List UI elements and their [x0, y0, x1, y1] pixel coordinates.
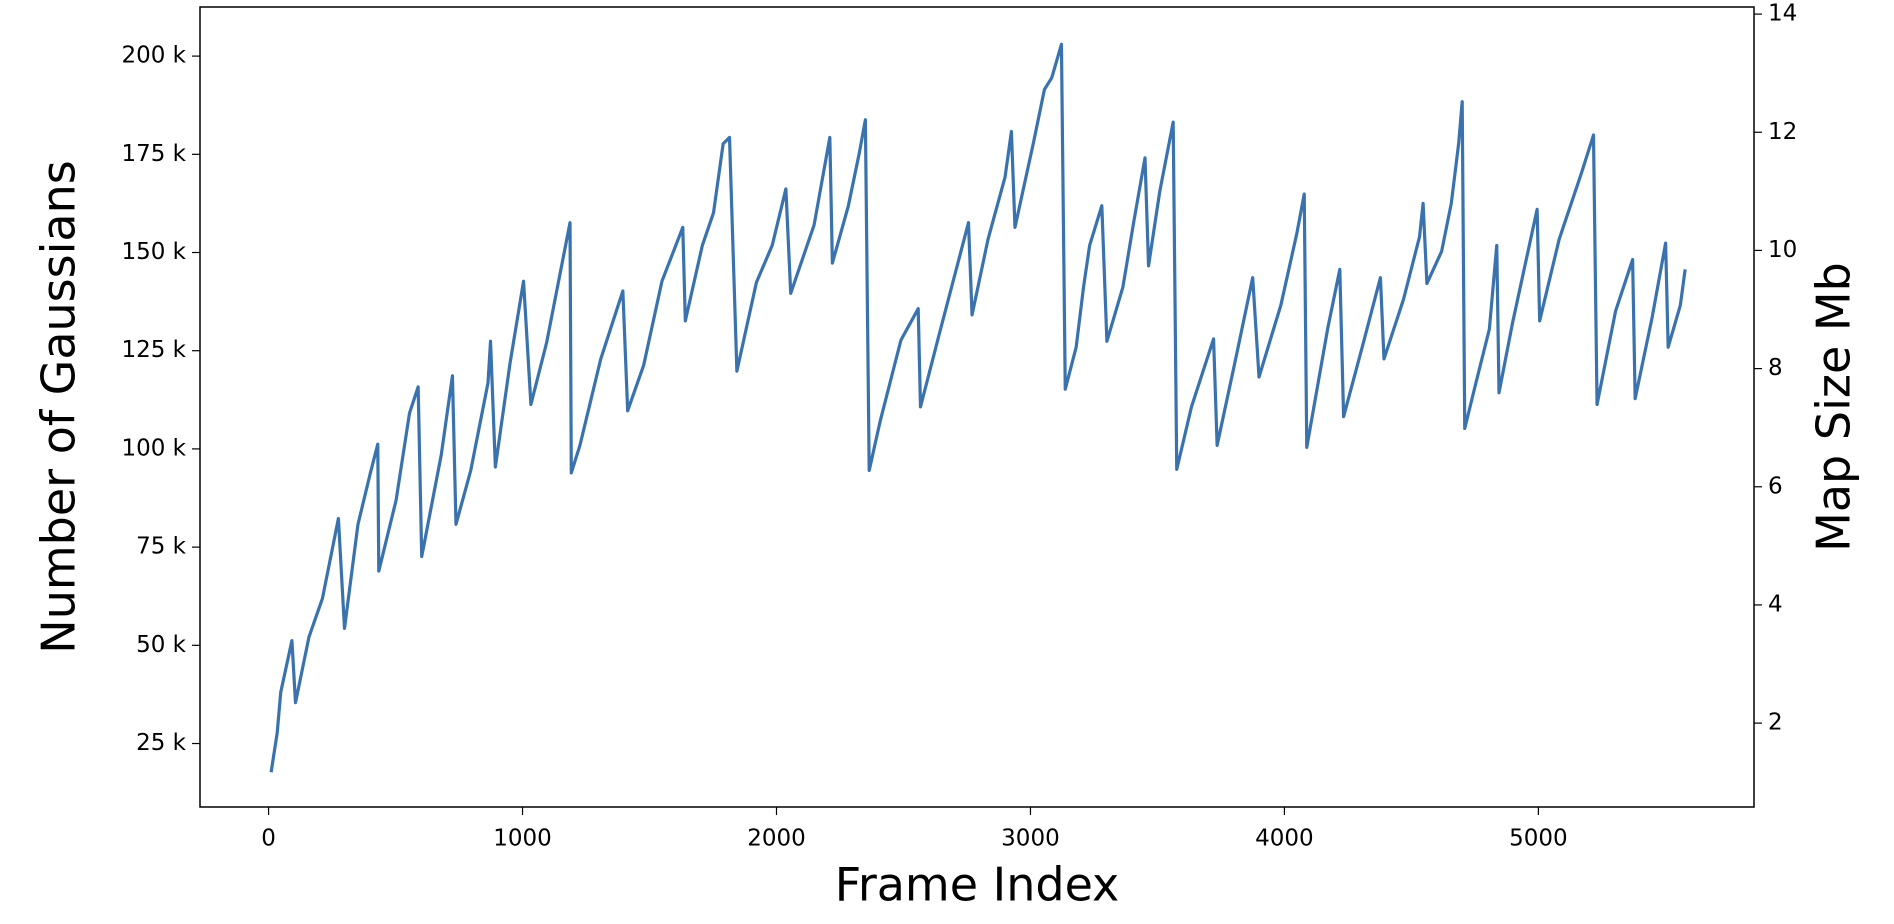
plot-frame	[199, 6, 1755, 808]
x-tick-label: 5000	[1509, 826, 1568, 852]
y-tick-label: 150 k	[121, 239, 186, 265]
y2-tick-label: 2	[1768, 710, 1783, 736]
y2-tick-label: 8	[1768, 355, 1783, 381]
y-tick-label: 25 k	[136, 730, 187, 756]
x-tick-label: 3000	[1001, 826, 1060, 852]
x-tick-label: 4000	[1255, 826, 1314, 852]
y-axis-title: Number of Gaussians	[32, 160, 86, 653]
y-tick-label: 175 k	[121, 141, 186, 167]
y2-tick-label: 14	[1768, 1, 1797, 27]
y2-tick-label: 4	[1768, 591, 1783, 617]
y-tick-label: 200 k	[121, 43, 186, 69]
y-tick-label: 100 k	[121, 435, 186, 461]
x-tick-label: 0	[261, 826, 276, 852]
y2-tick-label: 12	[1768, 119, 1797, 145]
y2-tick-label: 6	[1768, 473, 1783, 499]
x-tick-label: 1000	[493, 826, 552, 852]
data-line	[269, 42, 1687, 773]
y-tick-label: 75 k	[136, 534, 187, 560]
x-tick-label: 2000	[747, 826, 806, 852]
y2-axis-title: Map Size Mb	[1807, 262, 1861, 552]
x-axis-title: Frame Index	[835, 858, 1120, 912]
y2-tick-label: 10	[1768, 237, 1797, 263]
y-tick-label: 50 k	[136, 632, 187, 658]
y-tick-label: 125 k	[121, 337, 186, 363]
